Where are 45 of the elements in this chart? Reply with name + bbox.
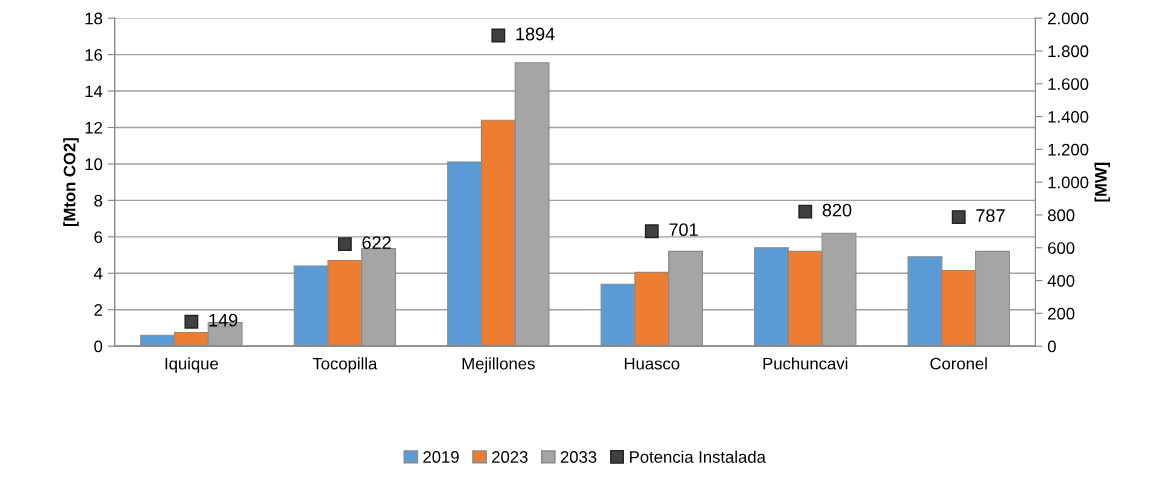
legend-label: 2019 <box>423 451 459 463</box>
y2-tick-label: 200 <box>1048 307 1075 320</box>
y2-tick-label: 1.000 <box>1048 176 1089 189</box>
y-tick-label: 18 <box>85 12 103 25</box>
data-label: 820 <box>822 203 852 217</box>
y-tick-label: 16 <box>85 49 103 61</box>
y2-tick-label: 1.600 <box>1048 78 1089 90</box>
point <box>951 210 966 225</box>
y-tick-label: 6 <box>94 231 103 244</box>
legend-label: 2033 <box>560 451 597 463</box>
y-tick-label: 4 <box>93 267 103 280</box>
point <box>644 224 659 239</box>
point <box>337 237 352 252</box>
data-label: 787 <box>976 209 1005 222</box>
y-tick-label: 2 <box>94 304 103 316</box>
y2-tick-label: 1.800 <box>1048 45 1089 58</box>
y-tick-label: 14 <box>85 85 103 98</box>
x-tick-label: Tocopilla <box>312 357 378 373</box>
y2-tick-label: 1.400 <box>1048 110 1089 123</box>
legend-label: 2023 <box>492 451 528 463</box>
data-label: 149 <box>209 313 238 327</box>
y-tick-label: 0 <box>94 340 103 353</box>
y2-tick-label: 2.000 <box>1048 12 1089 25</box>
y2-tick-label: 800 <box>1047 209 1075 222</box>
data-label: 622 <box>362 236 391 249</box>
y2-tick-label: 400 <box>1047 274 1075 287</box>
x-tick-label: Iquique <box>165 357 218 373</box>
y-tick-label: 10 <box>85 158 103 171</box>
y-axis-title: [Mton CO2] <box>63 138 79 227</box>
data-label: 701 <box>669 223 698 237</box>
y2-tick-label: 0 <box>1047 340 1056 353</box>
y2-axis-title: [MW] <box>1094 162 1111 202</box>
x-tick-label: Huasco <box>624 357 680 370</box>
legend-label: Potencia Instalada <box>630 450 766 463</box>
data-label: 1894 <box>516 27 555 41</box>
point <box>491 28 506 43</box>
y-tick-label: 12 <box>85 121 103 134</box>
point <box>798 204 813 219</box>
x-tick-label: Puchuncavi <box>763 357 848 370</box>
x-tick-label: Coronel <box>930 357 987 370</box>
y-tick-label: 8 <box>94 194 103 207</box>
x-tick-label: Mejillones <box>462 357 535 373</box>
y2-tick-label: 600 <box>1048 242 1075 254</box>
y2-tick-label: 1.200 <box>1048 143 1089 156</box>
point <box>184 314 199 329</box>
